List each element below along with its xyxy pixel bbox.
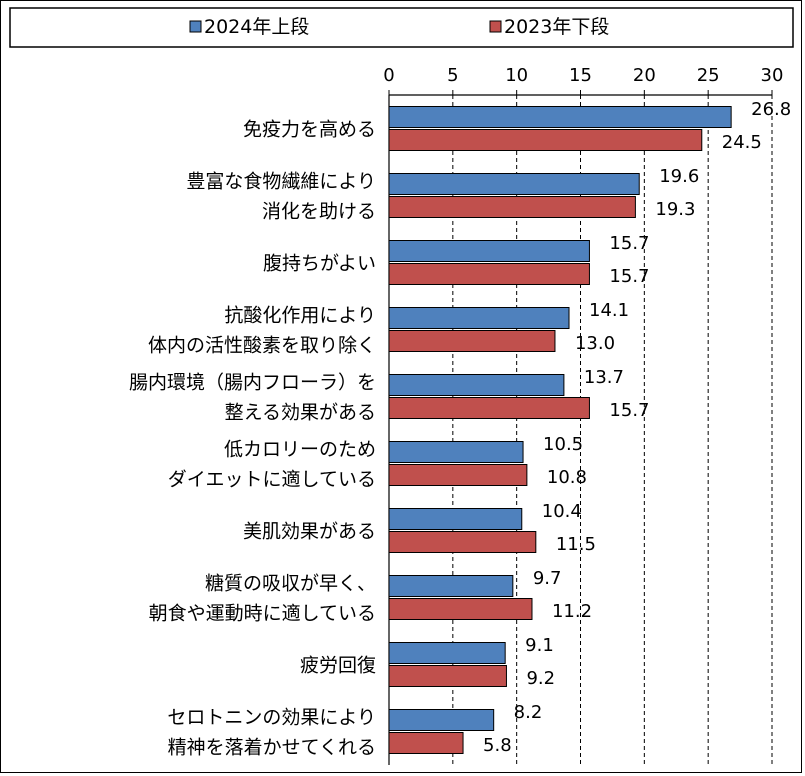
category-label-8-line1: 糖質の吸収が早く、 [205, 573, 376, 595]
bar-s1-c2 [388, 173, 640, 195]
category-label-2-line1: 豊富な食物繊維により [186, 171, 376, 193]
bar-s1-c1 [388, 106, 732, 128]
category-label-6-line1: 低カロリーのため [224, 439, 376, 461]
legend-label-1: 2024年上段 [204, 16, 309, 38]
value-label-s2-c10: 5.8 [483, 735, 512, 756]
x-tick-label-20: 20 [633, 65, 656, 86]
bar-s1-c4 [388, 307, 570, 329]
category-label-6-line2: ダイエットに適している [168, 469, 376, 491]
legend-box [9, 7, 794, 48]
value-label-s1-c7: 10.4 [542, 501, 582, 522]
bar-s2-c4 [388, 330, 556, 352]
value-label-s1-c5: 13.7 [584, 367, 624, 388]
value-label-s1-c3: 15.7 [609, 233, 649, 254]
value-label-s2-c5: 15.7 [609, 400, 649, 421]
bar-s2-c1 [388, 129, 703, 151]
legend-label-2: 2023年下段 [504, 16, 609, 38]
bar-s1-c8 [388, 575, 514, 597]
value-label-s1-c4: 14.1 [589, 300, 629, 321]
legend-swatch-1 [189, 20, 202, 33]
category-label-2-line2: 消化を助ける [262, 201, 376, 223]
bar-s2-c5 [388, 397, 590, 419]
bar-s1-c5 [388, 374, 565, 396]
value-label-s2-c7: 11.5 [556, 534, 596, 555]
x-tick-label-5: 5 [447, 65, 458, 86]
value-label-s1-c6: 10.5 [543, 434, 583, 455]
category-label-1: 免疫力を高める [243, 119, 376, 141]
x-tick-label-25: 25 [697, 65, 720, 86]
value-label-s1-c9: 9.1 [525, 635, 554, 656]
category-label-4-line2: 体内の活性酸素を取り除く [148, 335, 376, 357]
value-label-s2-c3: 15.7 [609, 266, 649, 287]
category-label-4-line1: 抗酸化作用により [224, 305, 376, 327]
category-label-10-line2: 精神を落着かせてくれる [168, 737, 376, 759]
category-label-9: 疲労回復 [300, 655, 376, 677]
bar-s2-c7 [388, 531, 537, 553]
category-label-3: 腹持ちがよい [263, 253, 376, 275]
value-label-s2-c6: 10.8 [547, 467, 587, 488]
x-tick-label-10: 10 [505, 65, 528, 86]
bar-s2-c10 [388, 732, 464, 754]
value-label-s1-c2: 19.6 [659, 166, 699, 187]
bar-s1-c7 [388, 508, 523, 530]
bar-s2-c2 [388, 196, 636, 218]
value-label-s1-c10: 8.2 [514, 702, 543, 723]
x-tick-label-15: 15 [569, 65, 592, 86]
bar-s1-c10 [388, 709, 495, 731]
value-label-s2-c1: 24.5 [722, 132, 762, 153]
category-label-5-line2: 整える効果がある [225, 402, 376, 424]
bar-s2-c8 [388, 598, 533, 620]
category-label-7: 美肌効果がある [243, 521, 376, 543]
bar-s2-c3 [388, 263, 590, 285]
value-label-s1-c8: 9.7 [533, 568, 562, 589]
bar-s1-c3 [388, 240, 590, 262]
value-label-s2-c9: 9.2 [526, 668, 555, 689]
x-tick-label-0: 0 [383, 65, 394, 86]
category-label-8-line2: 朝食や運動時に適している [149, 603, 376, 625]
value-label-s2-c2: 19.3 [655, 199, 695, 220]
bar-s1-c6 [388, 441, 524, 463]
legend-swatch-2 [489, 20, 502, 33]
bar-s1-c9 [388, 642, 506, 664]
bar-s2-c6 [388, 464, 528, 486]
category-label-10-line1: セロトニンの効果により [167, 707, 376, 729]
bar-s2-c9 [388, 665, 507, 687]
category-label-5-line1: 腸内環境（腸内フローラ）を [129, 372, 376, 394]
value-label-s1-c1: 26.8 [751, 99, 791, 120]
value-label-s2-c8: 11.2 [552, 601, 592, 622]
x-tick-label-30: 30 [761, 65, 784, 86]
value-label-s2-c4: 13.0 [575, 333, 615, 354]
